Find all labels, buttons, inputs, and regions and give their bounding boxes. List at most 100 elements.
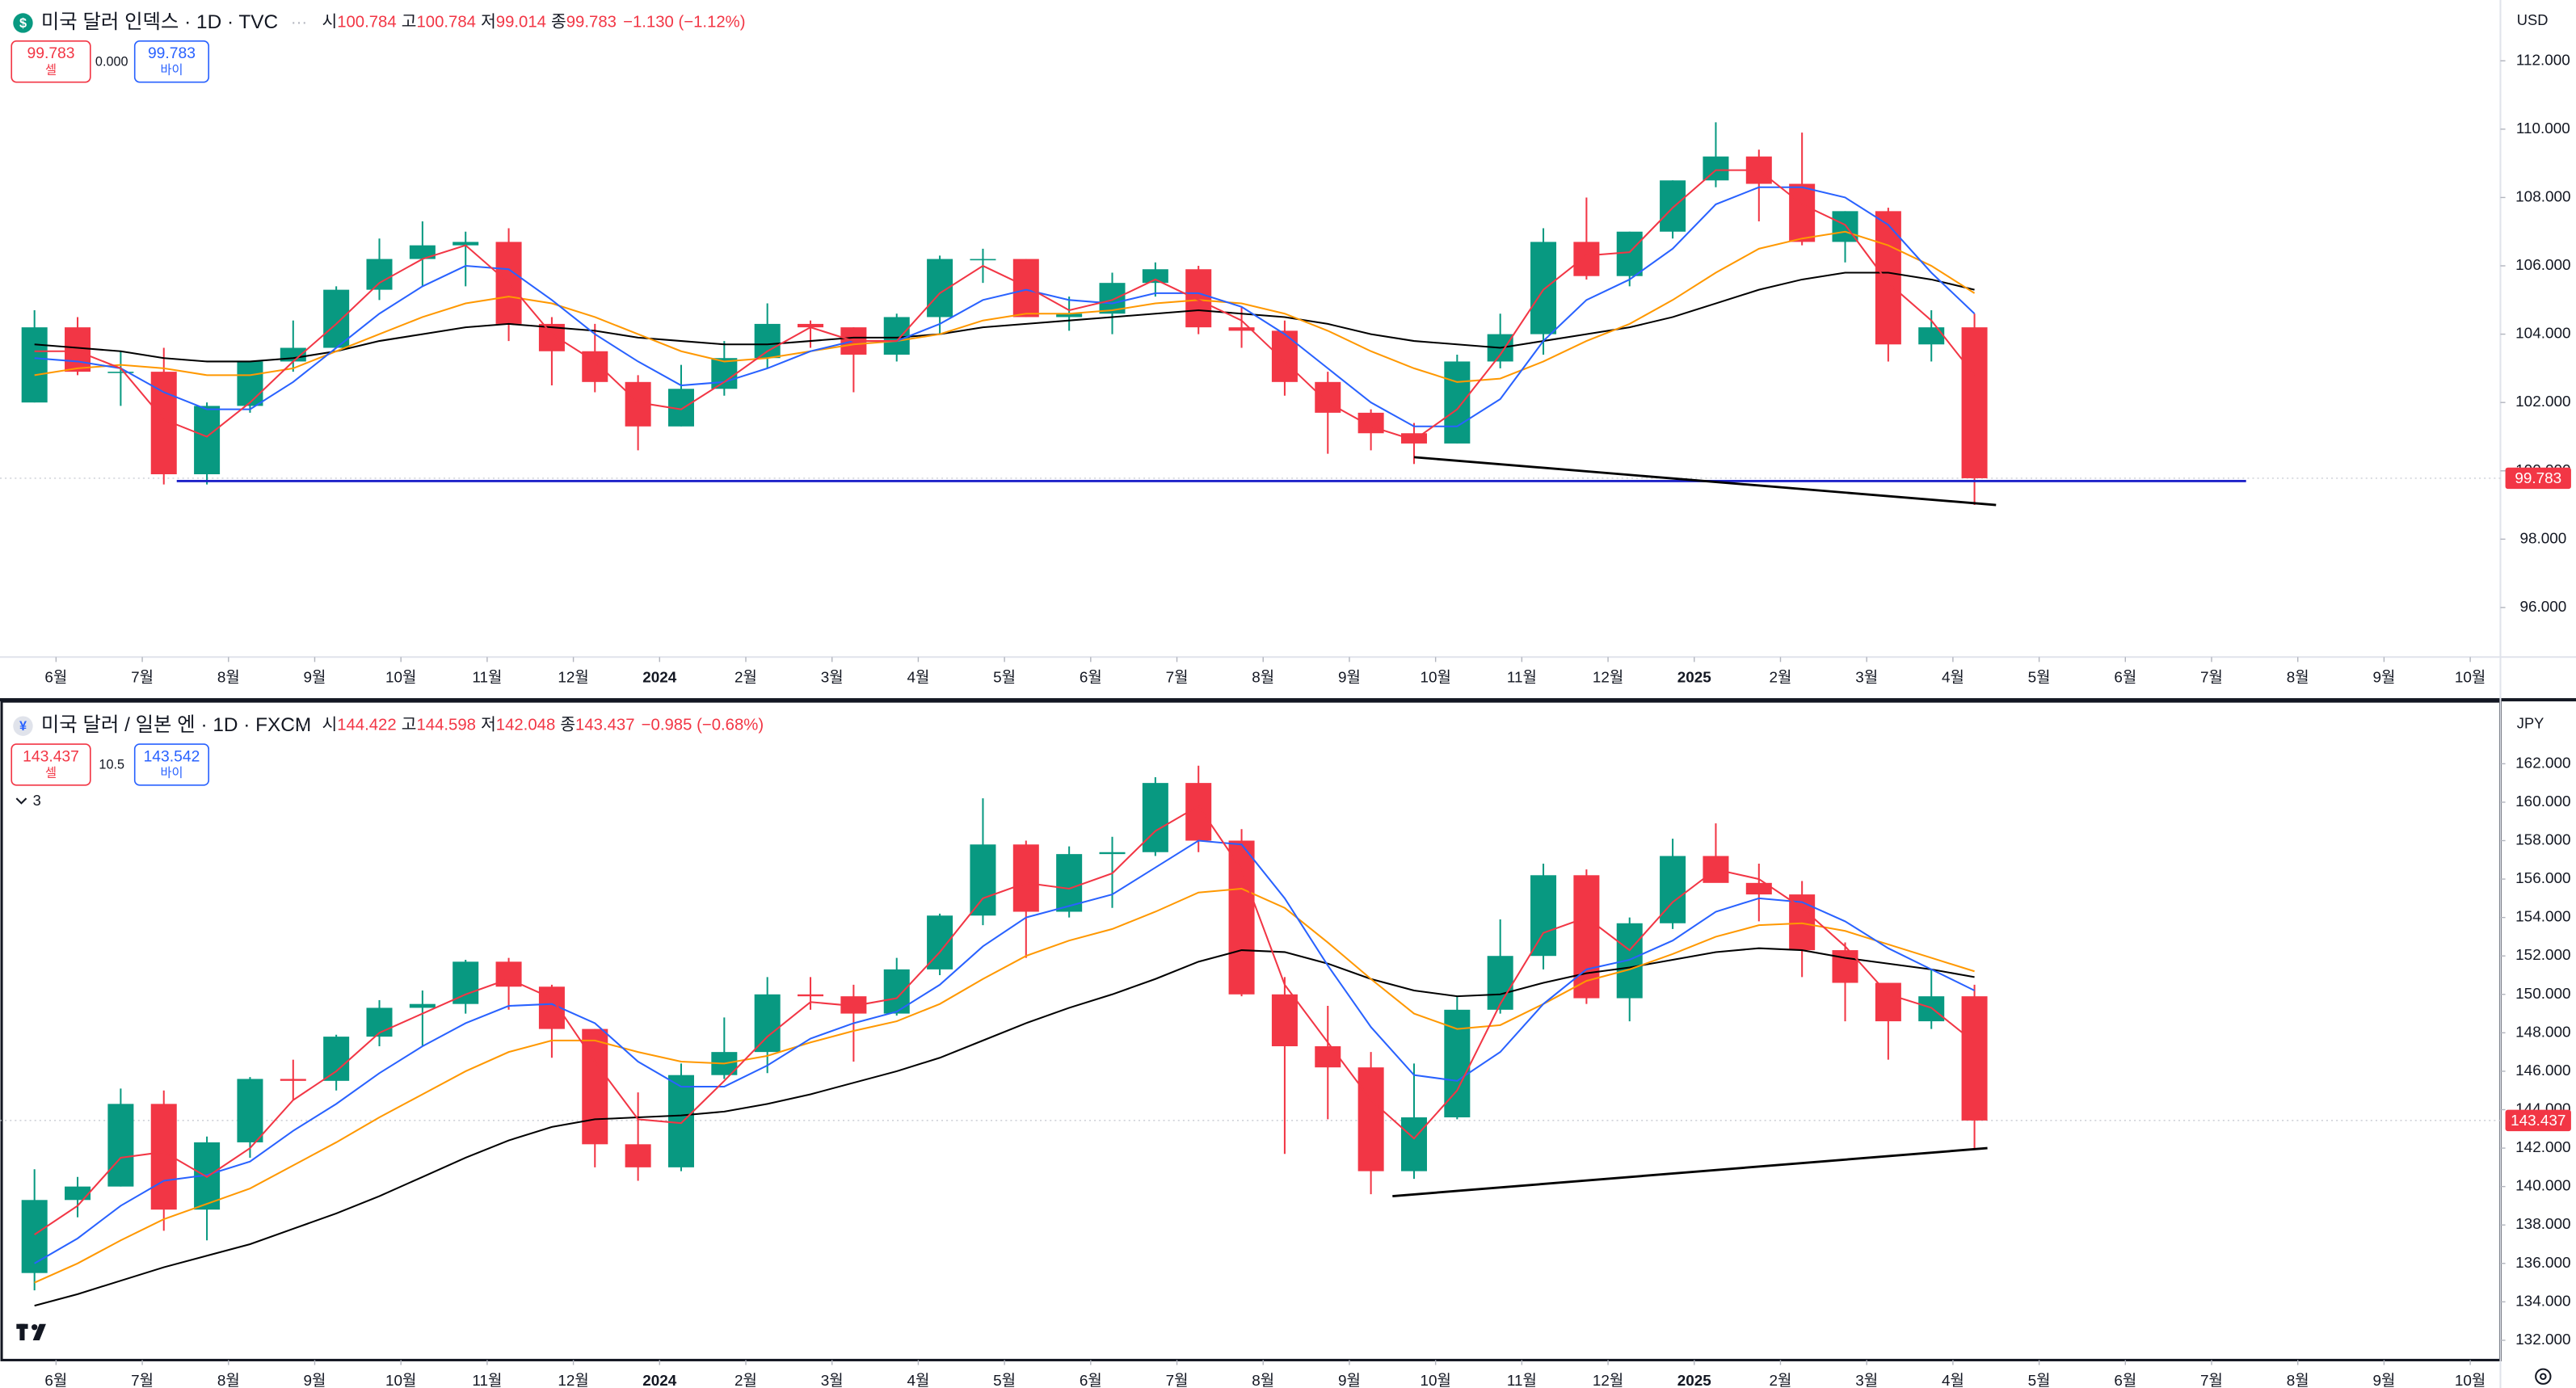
x-tick-label: 2025 [1677, 670, 1711, 687]
x-tick-label: 6월 [44, 1372, 67, 1388]
candle-body [366, 1007, 393, 1037]
last-price-box [2505, 1109, 2571, 1132]
moving-average [34, 169, 1976, 441]
menu-dots[interactable]: ··· [291, 14, 307, 32]
settings-icon[interactable] [2535, 1368, 2552, 1385]
x-tick-label: 4월 [1942, 669, 1964, 687]
ohlc-value: 100.784 [416, 14, 475, 32]
x-tick-label: 9월 [1338, 669, 1361, 687]
x-tick-label: 8월 [1252, 1372, 1274, 1388]
buy-button[interactable] [133, 40, 210, 83]
x-tick-label: 7월 [2200, 1372, 2223, 1388]
candle-body [1012, 844, 1039, 912]
candle-body [970, 844, 996, 916]
candle-body [754, 994, 781, 1053]
ohlc-label: 고 [402, 14, 417, 32]
candle-body [1703, 156, 1729, 181]
x-tick-label: 11월 [472, 669, 502, 687]
candle-body [1789, 183, 1816, 242]
x-tick-label: 6월 [1080, 669, 1102, 687]
candle-body [21, 327, 48, 403]
x-tick-label: 11월 [1507, 669, 1537, 687]
candle-body [1961, 327, 1988, 478]
candle-body [1875, 982, 1901, 1022]
candle-body [1228, 327, 1255, 331]
candle-body [452, 961, 479, 1004]
y-tick-label: 104.000 [2515, 326, 2570, 343]
candle-body [409, 1003, 436, 1008]
ohlc-label: 저 [481, 13, 496, 32]
x-tick-label: 3월 [821, 669, 844, 687]
x-tick-label: 4월 [1942, 1372, 1964, 1388]
candle-body [883, 317, 910, 355]
moving-average [34, 947, 1975, 1307]
spread: 0.000 [95, 55, 128, 69]
candle-body [237, 1079, 263, 1142]
ohlc-value: 100.784 [337, 14, 396, 32]
candle-body [1400, 1117, 1427, 1171]
candle-body [194, 406, 221, 474]
candle-body [1315, 1046, 1341, 1068]
y-tick-label: 98.000 [2519, 530, 2566, 547]
x-tick-label: 3월 [821, 1372, 844, 1388]
x-tick-label: 7월 [1166, 669, 1189, 687]
y-tick-label: 142.000 [2515, 1139, 2570, 1156]
sell-price: 143.437 [23, 748, 79, 765]
x-tick-label: 10월 [2455, 669, 2486, 687]
x-tick-label: 2025 [1677, 1373, 1711, 1388]
ohlc-value: 143.437 [575, 717, 634, 734]
candle-body [409, 245, 436, 259]
candle-body [1918, 327, 1945, 345]
ohlc-values: 시144.422 고144.598 저142.048 종143.437 −0.985 (… [322, 716, 764, 734]
sell-price: 99.783 [27, 45, 75, 62]
y-tick-label: 154.000 [2515, 909, 2570, 926]
ohlc-value: 99.783 [566, 14, 617, 32]
candle-body [323, 1037, 350, 1081]
sell-button[interactable] [11, 743, 91, 786]
ohlc-label: 종 [560, 717, 575, 734]
x-tick-label: 2월 [734, 669, 757, 687]
candle-body [1530, 242, 1557, 334]
x-tick-label: 8월 [2287, 1372, 2309, 1388]
candle-body [1832, 950, 1858, 983]
x-tick-label: 8월 [217, 1372, 240, 1388]
x-tick-label: 6월 [2114, 1372, 2136, 1388]
candle-body [711, 358, 738, 389]
y-tick-label: 110.000 [2516, 120, 2570, 137]
candle-body [1444, 361, 1471, 444]
x-tick-label: 7월 [2200, 669, 2223, 687]
y-tick-label: 136.000 [2515, 1255, 2570, 1272]
buy-button[interactable] [133, 743, 210, 786]
x-tick-label: 9월 [304, 1372, 326, 1388]
candle-body [1660, 180, 1686, 232]
currency: JPY [2517, 714, 2544, 731]
x-tick-label: 9월 [2372, 669, 2395, 687]
candle-body [1573, 875, 1600, 999]
ohlc-value: 142.048 [496, 717, 555, 734]
x-tick-label: 8월 [1252, 669, 1274, 687]
sell-button[interactable] [11, 40, 91, 83]
x-tick-label: 2월 [1770, 669, 1792, 687]
tv-logo [16, 1323, 46, 1341]
x-tick-label: 8월 [2287, 669, 2309, 687]
candle-body [1573, 242, 1600, 276]
x-tick-label: 8월 [217, 669, 240, 687]
x-tick-label: 12월 [1593, 1372, 1623, 1388]
candle-body [366, 259, 393, 290]
candle-body [1530, 875, 1557, 957]
y-tick-label: 134.000 [2515, 1293, 2570, 1310]
x-tick-label: 10월 [1420, 669, 1450, 687]
candle-body [1185, 269, 1212, 328]
ohlc-value: 144.422 [337, 717, 396, 734]
x-tick-label: 6월 [2114, 669, 2136, 687]
x-tick-label: 2월 [734, 1372, 757, 1388]
menu-dots[interactable]: ··· [291, 717, 307, 734]
ohlc-label: 시 [322, 717, 338, 734]
candle-body [323, 289, 350, 348]
legend-chevron[interactable] [15, 797, 27, 805]
x-tick-label: 10월 [385, 1372, 416, 1388]
candle-body [1012, 259, 1039, 318]
x-tick-label: 10월 [385, 669, 416, 687]
y-tick-label: 102.000 [2515, 393, 2570, 410]
